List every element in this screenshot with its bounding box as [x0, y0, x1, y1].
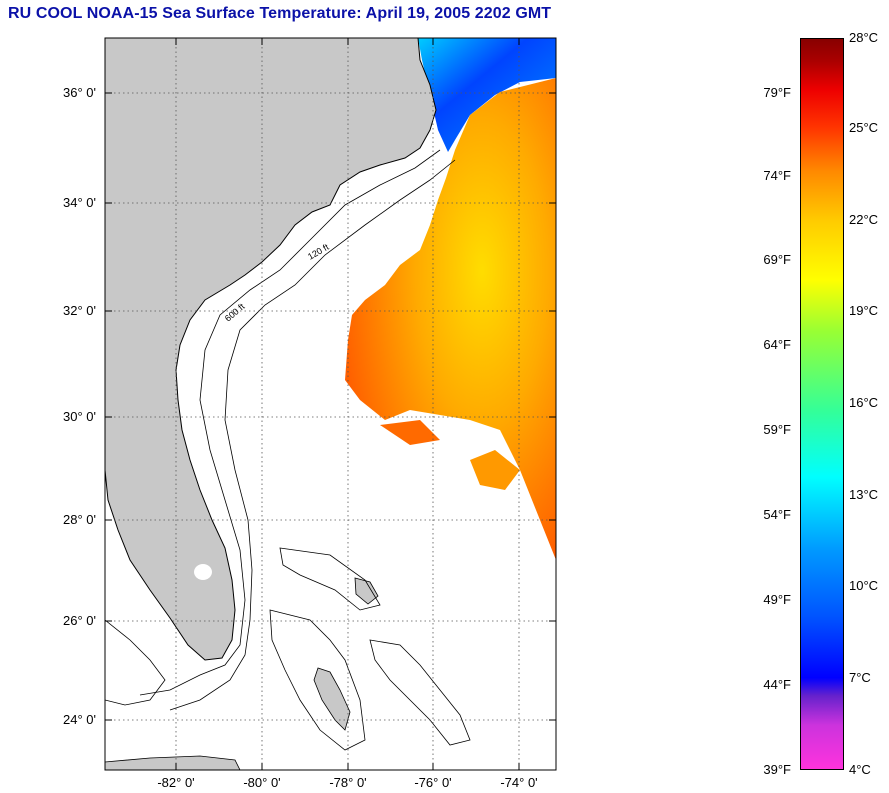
land-bahamas	[313, 667, 351, 731]
colorbar-c-10: 10°C	[849, 578, 879, 593]
land-cuba	[105, 755, 241, 770]
map-frame	[104, 37, 557, 771]
warm-water-region	[345, 78, 556, 560]
lake-okeechobee	[194, 564, 212, 580]
colorbar-c-28: 28°C	[849, 30, 879, 45]
colorbar-c-25: 25°C	[849, 120, 879, 135]
lon-label-80: -80° 0'	[243, 775, 281, 790]
lon-label-74: -74° 0'	[500, 775, 538, 790]
lat-label-36: 36° 0'	[63, 85, 96, 100]
colorbar-c-19: 19°C	[849, 303, 879, 318]
warm-water-filament	[470, 450, 520, 490]
lon-label-76: -76° 0'	[414, 775, 452, 790]
map-title: RU COOL NOAA-15 Sea Surface Temperature:…	[8, 5, 552, 22]
colorbar-c-4: 4°C	[849, 762, 871, 777]
colorbar-c-7: 7°C	[849, 670, 871, 685]
lat-label-32: 32° 0'	[63, 303, 96, 318]
lat-label-24: 24° 0'	[63, 712, 96, 727]
colorbar-c-16: 16°C	[849, 395, 879, 410]
temperature-colorbar	[800, 38, 844, 770]
colorbar-f-74: 74°F	[763, 168, 791, 183]
colorbar-f-69: 69°F	[763, 252, 791, 267]
lon-label-82: -82° 0'	[157, 775, 195, 790]
colorbar-f-79: 79°F	[763, 85, 791, 100]
colorbar-c-13: 13°C	[849, 487, 879, 502]
lat-label-28: 28° 0'	[63, 512, 96, 527]
lon-label-78: -78° 0'	[329, 775, 367, 790]
colorbar-f-44: 44°F	[763, 677, 791, 692]
colorbar-f-39: 39°F	[763, 762, 791, 777]
colorbar-f-54: 54°F	[763, 507, 791, 522]
lat-label-34: 34° 0'	[63, 195, 96, 210]
lat-label-26: 26° 0'	[63, 613, 96, 628]
cold-water-region	[418, 38, 556, 152]
colorbar-c-22: 22°C	[849, 212, 879, 227]
colorbar-f-49: 49°F	[763, 592, 791, 607]
colorbar-f-59: 59°F	[763, 422, 791, 437]
contour-120ft	[139, 149, 441, 696]
land-us-east-coast	[105, 38, 437, 661]
colorbar-f-64: 64°F	[763, 337, 791, 352]
lat-label-30: 30° 0'	[63, 409, 96, 424]
contour-600ft	[169, 159, 456, 711]
